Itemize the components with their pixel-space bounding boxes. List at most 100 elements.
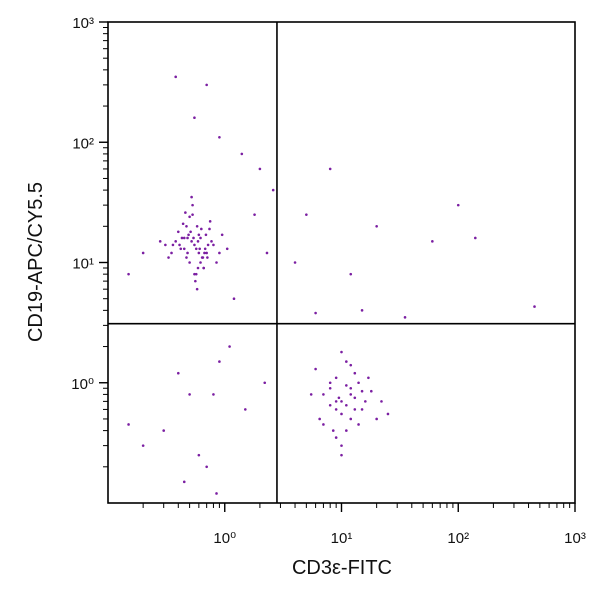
dot [357,381,360,385]
dot [353,371,357,375]
dot [170,251,173,255]
dot [206,243,210,247]
dot [203,251,206,255]
dot [158,240,162,243]
dot [162,429,166,432]
dot [340,444,343,447]
dot [360,389,364,393]
dot [340,412,343,416]
dot [431,240,434,243]
dot [176,230,180,234]
dot [174,75,177,79]
dot [403,316,407,319]
dot [197,453,201,457]
dot [370,389,373,393]
dot [456,203,460,207]
y-tick-label: 10² [72,135,94,152]
dot [193,243,196,247]
y-tick-label: 10⁰ [71,376,94,393]
dot [258,167,262,171]
dot [271,188,275,192]
dot [205,83,208,87]
dot [533,305,536,308]
dot [202,266,205,270]
dot [189,230,192,234]
dot [474,236,477,240]
dot [200,256,204,259]
dot [208,220,212,223]
dot [208,227,211,231]
dot [190,240,193,243]
dot [349,363,353,367]
dot [345,403,348,407]
dot [197,233,201,237]
dot [212,393,215,396]
dot [345,384,348,387]
dot [199,261,202,264]
dot [357,423,360,426]
dot [322,423,325,426]
dot [127,272,130,276]
dot [181,222,185,226]
dot [328,167,332,171]
dot [215,492,218,495]
dot [186,251,189,255]
dot [210,240,213,243]
dot [196,266,200,270]
dot [194,247,198,251]
dot [184,211,187,214]
dot [345,429,348,432]
dot [195,287,199,291]
dot [191,213,194,216]
dot [182,236,186,240]
dot [367,376,370,380]
dot [218,135,221,139]
x-tick-label: 10² [447,530,469,547]
dot [334,436,338,439]
dot [199,236,202,240]
dot [204,233,208,237]
dot [176,371,180,375]
dot [195,225,199,228]
y-axis-title: CD19-APC/CY5.5 [25,182,47,342]
dot [196,240,200,243]
dot [203,247,207,251]
dot [188,261,191,264]
plot-frame [107,21,576,504]
x-tick-label: 10¹ [331,530,353,547]
y-tick-label: 10¹ [72,256,94,273]
dot [194,279,197,283]
dot [187,233,190,237]
dot [218,360,221,363]
dot [340,350,343,354]
dot [322,393,325,396]
dot [164,243,167,247]
dot [353,396,357,400]
dot [206,256,209,259]
dot [265,251,269,255]
dot [190,195,193,199]
x-axis-title: CD3ε-FITC [292,557,392,579]
dot [171,243,175,247]
dot [340,400,343,403]
dot [212,243,215,247]
dot [328,386,332,390]
dot [244,408,247,411]
dot [263,381,267,385]
dot [309,393,313,396]
dot [228,345,231,348]
dot [218,251,221,255]
dot [186,236,189,240]
dot [200,227,203,231]
dot [353,408,357,411]
dot [182,480,186,484]
dot [178,243,181,247]
dot [141,251,145,255]
dot [141,444,145,447]
dot [185,256,188,259]
dot [380,400,383,403]
x-tick-label: 10³ [564,530,586,547]
dot [127,423,130,426]
